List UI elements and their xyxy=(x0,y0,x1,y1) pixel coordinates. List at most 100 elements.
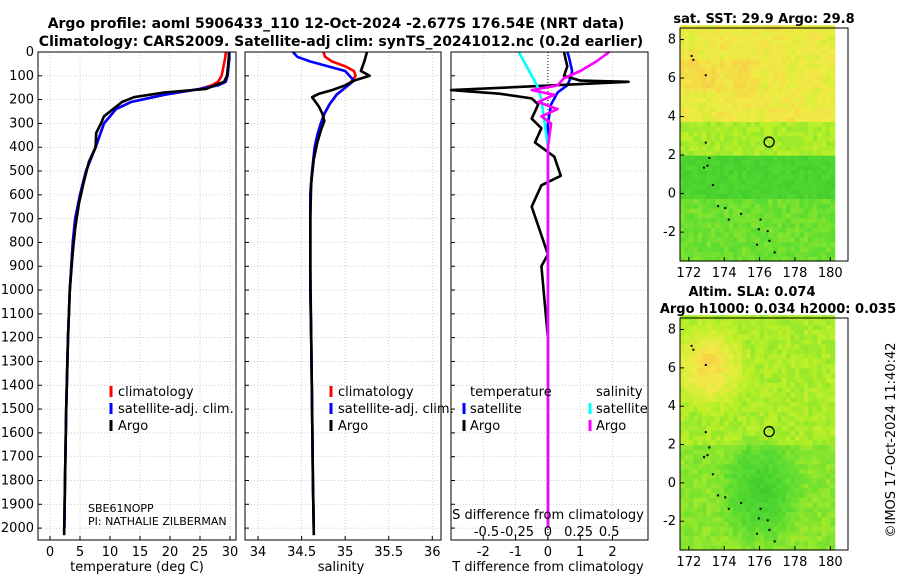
heatmap-cell xyxy=(741,511,747,518)
heatmap-cell xyxy=(764,334,769,340)
heatmap-cell xyxy=(746,425,752,431)
heatmap-cell xyxy=(830,208,836,214)
heatmap-cell xyxy=(772,435,778,441)
heatmap-cell xyxy=(759,63,765,69)
y-tick-label: -2 xyxy=(663,225,676,240)
heatmap-cell xyxy=(808,78,814,84)
heatmap-cell xyxy=(706,411,712,417)
heatmap-cell xyxy=(812,358,818,364)
heatmap-cell xyxy=(777,236,783,243)
heatmap-cell xyxy=(733,526,739,532)
plot-frame xyxy=(450,51,649,541)
heatmap-cell xyxy=(724,545,730,551)
heatmap-cell xyxy=(719,54,725,60)
heatmap-cell xyxy=(693,334,699,340)
heatmap-cell xyxy=(719,73,725,79)
heatmap-cell xyxy=(680,34,685,41)
heatmap-cell xyxy=(825,97,831,103)
heatmap-cell xyxy=(790,382,796,388)
heatmap-cell xyxy=(697,363,703,369)
heatmap-cell xyxy=(710,102,716,108)
heatmap-cell xyxy=(693,203,699,209)
heatmap-cell xyxy=(786,111,792,118)
heatmap-cell xyxy=(812,34,818,41)
heatmap-cell xyxy=(755,411,761,417)
heatmap-cell xyxy=(688,155,694,161)
heatmap-cell xyxy=(755,497,761,503)
heatmap-cell xyxy=(812,411,818,417)
heatmap-cell xyxy=(808,179,814,185)
heatmap-cell xyxy=(817,372,823,378)
heatmap-cell xyxy=(697,435,703,441)
heatmap-cell xyxy=(768,540,774,546)
heatmap-cell xyxy=(825,140,831,146)
heatmap-cell xyxy=(710,121,716,127)
heatmap-cell xyxy=(803,68,809,74)
heatmap-cell xyxy=(737,212,743,219)
heatmap-cell xyxy=(755,236,761,243)
heatmap-cell xyxy=(768,102,774,108)
heatmap-cell xyxy=(781,502,787,508)
heatmap-cell xyxy=(817,256,823,262)
heatmap-cell xyxy=(680,545,685,551)
heatmap-cell xyxy=(737,502,743,508)
heatmap-cell xyxy=(799,382,805,388)
heatmap-cell xyxy=(812,208,818,214)
heatmap-cell xyxy=(724,58,730,65)
heatmap-cell xyxy=(710,391,716,398)
heatmap-cell xyxy=(684,87,690,94)
heatmap-cell xyxy=(821,319,827,326)
heatmap-cell xyxy=(777,68,783,74)
heatmap-cell xyxy=(790,102,796,108)
heatmap-cell xyxy=(812,449,818,455)
heatmap-cell xyxy=(728,39,734,45)
heatmap-cell xyxy=(794,97,800,103)
heatmap-cell xyxy=(706,150,712,156)
heatmap-cell xyxy=(697,73,703,79)
heatmap-cell xyxy=(825,246,831,252)
heatmap-cell xyxy=(777,545,783,551)
heatmap-cell xyxy=(728,111,734,118)
heatmap-cell xyxy=(741,353,747,359)
heatmap-cell xyxy=(680,387,685,393)
x-tick-label: 2 xyxy=(608,545,616,560)
x-tick-label: 34 xyxy=(250,545,267,560)
island-marker xyxy=(711,473,714,476)
heatmap-cell xyxy=(750,415,756,422)
heatmap-cell xyxy=(812,184,818,190)
heatmap-cell xyxy=(684,82,690,89)
heatmap-cell xyxy=(706,319,712,326)
heatmap-cell xyxy=(719,184,725,190)
heatmap-cell xyxy=(728,54,734,60)
heatmap-cell xyxy=(684,92,690,98)
heatmap-cell xyxy=(768,135,774,142)
x-tick-label: 174 xyxy=(712,266,737,281)
island-marker xyxy=(759,507,762,510)
x-tick-label: 180 xyxy=(818,266,843,281)
heatmap-cell xyxy=(724,454,730,460)
heatmap-cell xyxy=(746,29,752,36)
heatmap-cell xyxy=(746,164,752,171)
heatmap-cell xyxy=(684,339,690,345)
heatmap-cell xyxy=(768,521,774,527)
heatmap-cell xyxy=(768,339,774,345)
heatmap-cell xyxy=(794,535,800,541)
heatmap-cell xyxy=(799,102,805,108)
heatmap-cell xyxy=(794,232,800,238)
heatmap-cell xyxy=(790,439,796,446)
heatmap-cell xyxy=(702,39,708,45)
heatmap-cell xyxy=(702,497,708,503)
heatmap-cell xyxy=(830,87,836,94)
heatmap-cell xyxy=(746,334,752,340)
heatmap-cell xyxy=(719,188,725,195)
heatmap-cell xyxy=(759,241,765,248)
heatmap-cell xyxy=(684,444,690,450)
heatmap-cell xyxy=(817,241,823,248)
heatmap-cell xyxy=(741,319,747,326)
heatmap-cell xyxy=(825,251,831,257)
heatmap-cell xyxy=(781,415,787,422)
heatmap-cell xyxy=(768,478,774,484)
heatmap-cell xyxy=(777,530,783,537)
heatmap-cell xyxy=(794,107,800,113)
heatmap-cell xyxy=(750,164,756,171)
